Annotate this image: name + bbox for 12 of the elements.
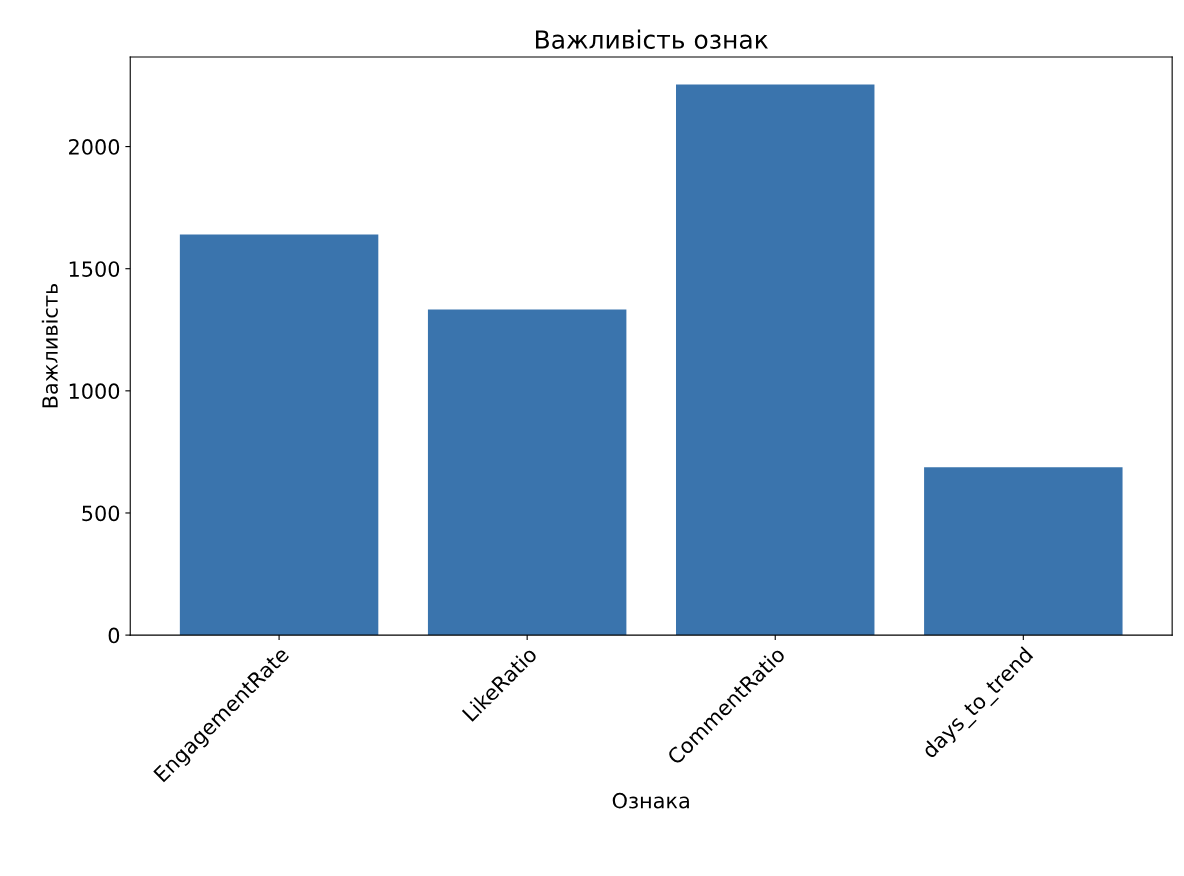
- bar: [676, 84, 875, 636]
- y-tick-label: 0: [108, 627, 120, 644]
- bar: [924, 467, 1123, 636]
- y-tick-label: 2000: [69, 139, 120, 155]
- y-tick-label: 500: [82, 505, 120, 522]
- chart-title: Важливість ознак: [536, 29, 768, 49]
- y-axis-title: Важливість: [41, 283, 58, 408]
- bar: [179, 234, 379, 636]
- y-tick-label: 1500: [69, 261, 120, 277]
- y-tick-label: 1000: [69, 383, 120, 400]
- x-axis-title: Ознака: [612, 792, 689, 809]
- bar: [427, 309, 627, 636]
